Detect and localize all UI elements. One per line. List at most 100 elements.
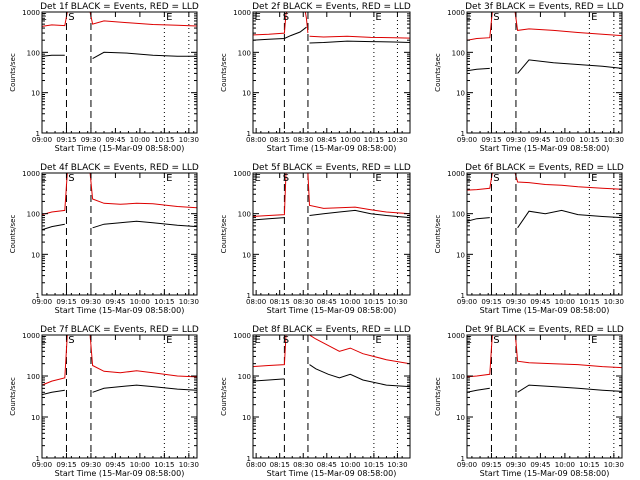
series-group <box>253 173 410 221</box>
chart-title: Det 6f BLACK = Events, RED = LLD <box>465 163 624 173</box>
x-tick-label: 08:45 <box>317 461 337 469</box>
phase-annotation: E <box>465 335 471 346</box>
x-tick-label: 08:45 <box>317 136 337 144</box>
phase-annotation: S <box>68 173 74 184</box>
y-tick-label: 1 <box>36 130 40 138</box>
lld-series-line <box>308 335 410 365</box>
x-tick-label: 09:15 <box>56 298 76 306</box>
x-axis-label: Start Time (15-Mar-09 08:58:00) <box>267 469 397 478</box>
events-series-line <box>467 217 490 222</box>
x-tick-label: 09:00 <box>457 136 477 144</box>
x-tick-label: 08:30 <box>293 136 313 144</box>
x-tick-label: 10:15 <box>364 298 384 306</box>
x-axis-label: Start Time (15-Mar-09 08:58:00) <box>480 469 610 478</box>
x-tick-label: 09:30 <box>81 298 101 306</box>
y-axis-label: Counts/sec <box>220 215 228 254</box>
x-tick-label: 09:15 <box>56 136 76 144</box>
phase-annotation: E <box>465 12 471 23</box>
y-tick-label: 1000 <box>447 9 465 17</box>
y-axis-label: Counts/sec <box>9 215 17 254</box>
phase-annotation: S <box>283 335 289 346</box>
phase-annotation: E <box>255 173 261 184</box>
lld-series-line <box>467 173 493 191</box>
y-axis-label: Counts/sec <box>220 53 228 92</box>
y-tick-label: 1 <box>247 130 251 138</box>
y-tick-label: 10 <box>242 251 251 259</box>
events-series-line <box>309 209 410 219</box>
lld-series-line <box>253 12 309 36</box>
chart-panel: Det 7f BLACK = Events, RED = LLD 1 10 100 10… <box>9 325 199 478</box>
x-axis-label: Start Time (15-Mar-09 08:58:00) <box>55 144 185 153</box>
y-tick-label: 1 <box>36 292 40 300</box>
y-tick-label: 1000 <box>447 332 465 340</box>
x-tick-label: 10:15 <box>154 298 174 306</box>
x-tick-label: 09:00 <box>32 136 52 144</box>
series-group <box>253 335 410 388</box>
lld-series-line <box>42 335 68 386</box>
x-tick-label: 10:30 <box>179 298 199 306</box>
series-group <box>42 335 197 396</box>
x-axis-label: Start Time (15-Mar-09 08:58:00) <box>267 144 397 153</box>
chart-title: Det 3f BLACK = Events, RED = LLD <box>465 2 624 12</box>
chart-title: Det 4f BLACK = Events, RED = LLD <box>40 163 199 173</box>
x-tick-label: 09:45 <box>530 461 550 469</box>
lld-series-line <box>307 173 410 215</box>
lld-series-line <box>467 12 493 41</box>
lld-series-line <box>89 12 197 27</box>
phase-annotation: S <box>68 12 74 23</box>
y-tick-label: 1000 <box>22 170 40 178</box>
y-tick-label: 1000 <box>233 332 251 340</box>
x-tick-label: 10:30 <box>179 461 199 469</box>
phase-annotation: E <box>375 173 381 184</box>
plot-frame <box>252 334 411 459</box>
x-tick-label: 10:00 <box>130 461 150 469</box>
chart-panel: Det 2f BLACK = Events, RED = LLD 1 10 100 10… <box>220 2 411 153</box>
y-tick-label: 1000 <box>22 9 40 17</box>
phase-annotation: E <box>255 335 261 346</box>
series-group <box>467 173 622 229</box>
lld-series-line <box>514 12 622 37</box>
y-tick-label: 1 <box>247 292 251 300</box>
lld-series-line <box>89 335 197 378</box>
x-axis-label: Start Time (15-Mar-09 08:58:00) <box>55 306 185 315</box>
events-series-line <box>253 26 307 41</box>
phase-annotation: E <box>166 12 172 23</box>
y-tick-label: 1000 <box>22 332 40 340</box>
phase-annotation: S <box>283 12 289 23</box>
events-series-line <box>92 384 197 393</box>
y-axis-label: Counts/sec <box>434 215 442 254</box>
y-tick-label: 100 <box>27 373 40 381</box>
y-tick-label: 10 <box>31 90 40 98</box>
lld-series-line <box>309 35 410 39</box>
events-series-line <box>92 51 197 60</box>
x-tick-label: 10:00 <box>555 461 575 469</box>
x-tick-label: 10:30 <box>387 136 407 144</box>
x-tick-label: 09:30 <box>506 298 526 306</box>
x-tick-label: 09:00 <box>457 461 477 469</box>
x-tick-label: 08:30 <box>293 298 313 306</box>
chart-panel: Det 4f BLACK = Events, RED = LLD 1 10 100 10… <box>9 163 199 315</box>
chart-panel: Det 3f BLACK = Events, RED = LLD 1 10 100 10… <box>434 2 624 153</box>
x-axis-label: Start Time (15-Mar-09 08:58:00) <box>480 144 610 153</box>
phase-annotation: S <box>283 173 289 184</box>
x-tick-label: 10:30 <box>179 136 199 144</box>
chart-title: Det 5f BLACK = Events, RED = LLD <box>252 163 411 173</box>
y-tick-label: 100 <box>452 49 465 57</box>
y-tick-label: 100 <box>27 49 40 57</box>
phase-annotation: E <box>255 12 261 23</box>
x-tick-label: 10:15 <box>154 136 174 144</box>
plot-frame <box>252 172 411 296</box>
x-tick-label: 09:30 <box>81 461 101 469</box>
chart-panel: Det 8f BLACK = Events, RED = LLD 1 10 100 10… <box>220 325 411 478</box>
x-tick-label: 09:00 <box>32 461 52 469</box>
series-group <box>467 12 622 74</box>
phase-annotation: E <box>40 335 46 346</box>
events-series-line <box>42 54 65 57</box>
x-tick-label: 09:30 <box>506 136 526 144</box>
y-tick-label: 1 <box>461 292 465 300</box>
y-tick-label: 1000 <box>233 170 251 178</box>
series-group <box>467 335 622 393</box>
x-tick-label: 10:30 <box>387 461 407 469</box>
plot-frame <box>466 172 623 296</box>
x-tick-label: 09:45 <box>530 298 550 306</box>
